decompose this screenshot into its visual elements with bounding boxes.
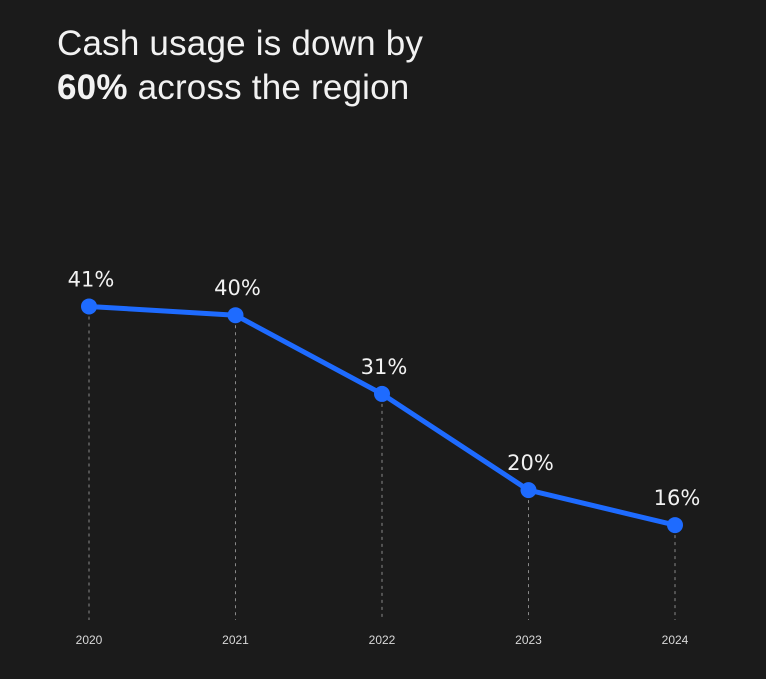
- data-point-2024: [667, 517, 683, 534]
- data-label-2022: 31%: [361, 355, 408, 379]
- guide-lines: [88, 316, 676, 620]
- data-point-2020: [81, 298, 97, 315]
- data-label-2020: 41%: [68, 267, 115, 291]
- data-label-2024: 16%: [654, 486, 701, 510]
- x-axis-ticks: 2020 2021 2022 2023 2024: [76, 633, 689, 647]
- data-point-2021: [227, 307, 244, 324]
- data-label-2023: 20%: [507, 451, 554, 475]
- chart-title: Cash usage is down by 60% across the reg…: [57, 22, 423, 110]
- data-labels: 41% 40% 31% 20% 16%: [68, 267, 701, 510]
- x-tick-label-2021: 2021: [222, 633, 249, 647]
- x-tick-label-2020: 2020: [76, 633, 103, 647]
- title-highlight-value: 60%: [57, 68, 128, 107]
- x-tick-label-2022: 2022: [369, 633, 396, 647]
- series-line: [86, 303, 678, 528]
- series-line-group: [86, 303, 678, 528]
- data-label-2021: 40%: [214, 276, 261, 300]
- x-tick-label-2024: 2024: [662, 633, 689, 647]
- data-point-2022: [374, 385, 390, 402]
- data-points: [81, 298, 683, 534]
- data-point-2023: [520, 482, 537, 499]
- x-tick-label-2023: 2023: [515, 633, 542, 647]
- title-line2-text: across the region: [127, 68, 410, 107]
- title-line1: Cash usage is down by: [57, 24, 424, 63]
